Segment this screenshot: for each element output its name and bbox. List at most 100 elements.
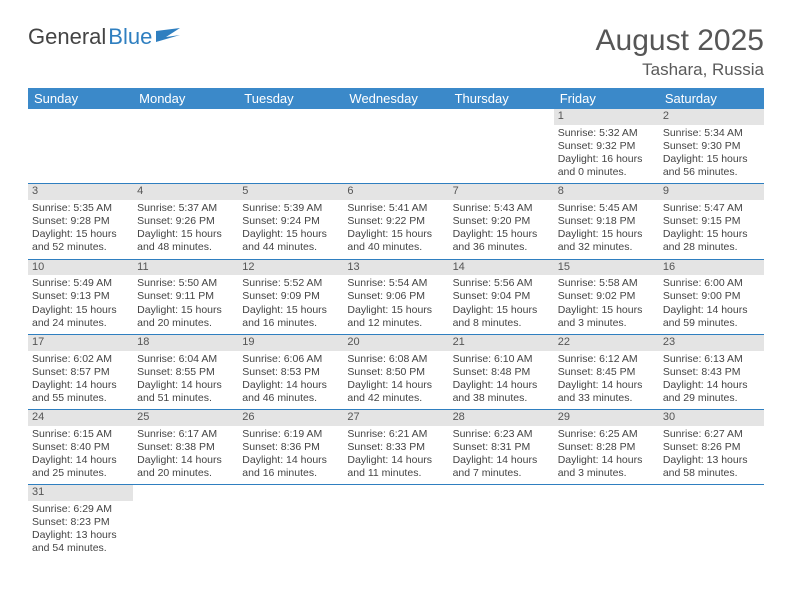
- daylight-text: Daylight: 15 hours and 44 minutes.: [242, 228, 339, 254]
- sunset-text: Sunset: 8:53 PM: [242, 366, 339, 379]
- calendar-day: 1Sunrise: 5:32 AMSunset: 9:32 PMDaylight…: [554, 109, 659, 184]
- day-number: 24: [28, 410, 133, 426]
- day-number: 11: [133, 260, 238, 276]
- daylight-text: Daylight: 15 hours and 36 minutes.: [453, 228, 550, 254]
- sunrise-text: Sunrise: 6:25 AM: [558, 428, 655, 441]
- day-number: 4: [133, 184, 238, 200]
- sunrise-text: Sunrise: 6:06 AM: [242, 353, 339, 366]
- daylight-text: Daylight: 15 hours and 48 minutes.: [137, 228, 234, 254]
- calendar-day-empty: [133, 485, 238, 560]
- day-number: 12: [238, 260, 343, 276]
- calendar-week: 1Sunrise: 5:32 AMSunset: 9:32 PMDaylight…: [28, 109, 764, 184]
- calendar-day: 20Sunrise: 6:08 AMSunset: 8:50 PMDayligh…: [343, 334, 448, 409]
- sunrise-text: Sunrise: 5:41 AM: [347, 202, 444, 215]
- calendar-day: 22Sunrise: 6:12 AMSunset: 8:45 PMDayligh…: [554, 334, 659, 409]
- day-number: 5: [238, 184, 343, 200]
- sunrise-text: Sunrise: 6:23 AM: [453, 428, 550, 441]
- daylight-text: Daylight: 13 hours and 58 minutes.: [663, 454, 760, 480]
- daylight-text: Daylight: 15 hours and 20 minutes.: [137, 304, 234, 330]
- daylight-text: Daylight: 16 hours and 0 minutes.: [558, 153, 655, 179]
- calendar-day-empty: [554, 485, 659, 560]
- daylight-text: Daylight: 14 hours and 20 minutes.: [137, 454, 234, 480]
- calendar-day: 27Sunrise: 6:21 AMSunset: 8:33 PMDayligh…: [343, 410, 448, 485]
- month-title: August 2025: [596, 24, 764, 58]
- day-number: 9: [659, 184, 764, 200]
- calendar-day: 6Sunrise: 5:41 AMSunset: 9:22 PMDaylight…: [343, 184, 448, 259]
- calendar-day: 16Sunrise: 6:00 AMSunset: 9:00 PMDayligh…: [659, 259, 764, 334]
- sunset-text: Sunset: 8:57 PM: [32, 366, 129, 379]
- sunrise-text: Sunrise: 6:02 AM: [32, 353, 129, 366]
- sunset-text: Sunset: 8:36 PM: [242, 441, 339, 454]
- sunrise-text: Sunrise: 6:21 AM: [347, 428, 444, 441]
- sunset-text: Sunset: 9:24 PM: [242, 215, 339, 228]
- calendar-day: 11Sunrise: 5:50 AMSunset: 9:11 PMDayligh…: [133, 259, 238, 334]
- calendar-day: 23Sunrise: 6:13 AMSunset: 8:43 PMDayligh…: [659, 334, 764, 409]
- daylight-text: Daylight: 15 hours and 40 minutes.: [347, 228, 444, 254]
- calendar-day: 30Sunrise: 6:27 AMSunset: 8:26 PMDayligh…: [659, 410, 764, 485]
- daylight-text: Daylight: 15 hours and 32 minutes.: [558, 228, 655, 254]
- calendar-day: 10Sunrise: 5:49 AMSunset: 9:13 PMDayligh…: [28, 259, 133, 334]
- day-number: 3: [28, 184, 133, 200]
- day-number: 21: [449, 335, 554, 351]
- sunset-text: Sunset: 8:50 PM: [347, 366, 444, 379]
- calendar-day: 21Sunrise: 6:10 AMSunset: 8:48 PMDayligh…: [449, 334, 554, 409]
- calendar-table: SundayMondayTuesdayWednesdayThursdayFrid…: [28, 88, 764, 560]
- sunrise-text: Sunrise: 5:34 AM: [663, 127, 760, 140]
- calendar-day: 2Sunrise: 5:34 AMSunset: 9:30 PMDaylight…: [659, 109, 764, 184]
- sunset-text: Sunset: 9:11 PM: [137, 290, 234, 303]
- sunset-text: Sunset: 8:38 PM: [137, 441, 234, 454]
- calendar-day: 15Sunrise: 5:58 AMSunset: 9:02 PMDayligh…: [554, 259, 659, 334]
- daylight-text: Daylight: 15 hours and 24 minutes.: [32, 304, 129, 330]
- sunset-text: Sunset: 9:28 PM: [32, 215, 129, 228]
- day-header: Saturday: [659, 88, 764, 109]
- header: GeneralBlue August 2025 Tashara, Russia: [28, 24, 764, 80]
- sunset-text: Sunset: 9:09 PM: [242, 290, 339, 303]
- calendar-day-empty: [133, 109, 238, 184]
- daylight-text: Daylight: 15 hours and 16 minutes.: [242, 304, 339, 330]
- sunrise-text: Sunrise: 6:15 AM: [32, 428, 129, 441]
- calendar-week: 3Sunrise: 5:35 AMSunset: 9:28 PMDaylight…: [28, 184, 764, 259]
- day-number: 20: [343, 335, 448, 351]
- sunset-text: Sunset: 9:04 PM: [453, 290, 550, 303]
- calendar-day: 7Sunrise: 5:43 AMSunset: 9:20 PMDaylight…: [449, 184, 554, 259]
- logo: GeneralBlue: [28, 24, 182, 50]
- sunset-text: Sunset: 9:02 PM: [558, 290, 655, 303]
- calendar-week: 10Sunrise: 5:49 AMSunset: 9:13 PMDayligh…: [28, 259, 764, 334]
- daylight-text: Daylight: 14 hours and 42 minutes.: [347, 379, 444, 405]
- sunrise-text: Sunrise: 5:39 AM: [242, 202, 339, 215]
- day-number: 25: [133, 410, 238, 426]
- day-header: Friday: [554, 88, 659, 109]
- calendar-day: 31Sunrise: 6:29 AMSunset: 8:23 PMDayligh…: [28, 485, 133, 560]
- sunset-text: Sunset: 9:20 PM: [453, 215, 550, 228]
- sunrise-text: Sunrise: 5:45 AM: [558, 202, 655, 215]
- daylight-text: Daylight: 14 hours and 16 minutes.: [242, 454, 339, 480]
- day-number: 23: [659, 335, 764, 351]
- daylight-text: Daylight: 15 hours and 52 minutes.: [32, 228, 129, 254]
- sunset-text: Sunset: 8:40 PM: [32, 441, 129, 454]
- calendar-day: 13Sunrise: 5:54 AMSunset: 9:06 PMDayligh…: [343, 259, 448, 334]
- day-number: 10: [28, 260, 133, 276]
- sunset-text: Sunset: 9:00 PM: [663, 290, 760, 303]
- daylight-text: Daylight: 14 hours and 51 minutes.: [137, 379, 234, 405]
- day-number: 16: [659, 260, 764, 276]
- day-number: 1: [554, 109, 659, 125]
- day-header: Thursday: [449, 88, 554, 109]
- day-number: 14: [449, 260, 554, 276]
- sunset-text: Sunset: 9:30 PM: [663, 140, 760, 153]
- calendar-day: 3Sunrise: 5:35 AMSunset: 9:28 PMDaylight…: [28, 184, 133, 259]
- day-number: 2: [659, 109, 764, 125]
- sunrise-text: Sunrise: 5:58 AM: [558, 277, 655, 290]
- daylight-text: Daylight: 15 hours and 12 minutes.: [347, 304, 444, 330]
- sunrise-text: Sunrise: 5:47 AM: [663, 202, 760, 215]
- day-header-row: SundayMondayTuesdayWednesdayThursdayFrid…: [28, 88, 764, 109]
- calendar-day-empty: [449, 109, 554, 184]
- sunrise-text: Sunrise: 6:13 AM: [663, 353, 760, 366]
- calendar-day: 14Sunrise: 5:56 AMSunset: 9:04 PMDayligh…: [449, 259, 554, 334]
- sunrise-text: Sunrise: 5:43 AM: [453, 202, 550, 215]
- day-number: 8: [554, 184, 659, 200]
- sunrise-text: Sunrise: 5:50 AM: [137, 277, 234, 290]
- daylight-text: Daylight: 15 hours and 3 minutes.: [558, 304, 655, 330]
- sunrise-text: Sunrise: 5:49 AM: [32, 277, 129, 290]
- sunrise-text: Sunrise: 5:37 AM: [137, 202, 234, 215]
- calendar-body: 1Sunrise: 5:32 AMSunset: 9:32 PMDaylight…: [28, 109, 764, 560]
